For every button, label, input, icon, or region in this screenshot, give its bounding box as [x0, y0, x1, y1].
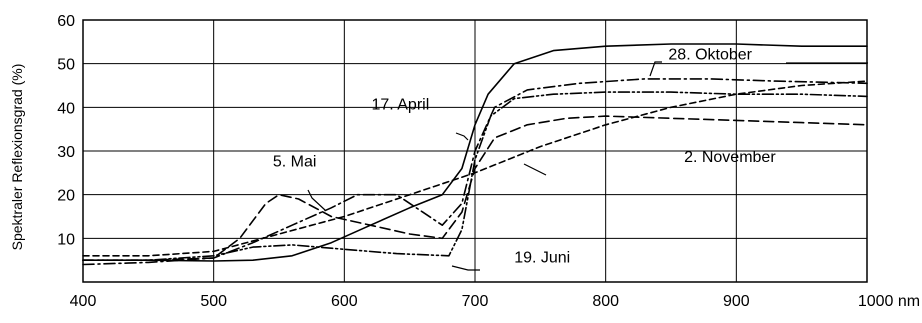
y-axis-label: Spektraler Reflexionsgrad (%) [9, 64, 25, 251]
leader-line [451, 265, 480, 271]
x-tick-label: 900 [723, 293, 750, 310]
x-axis-tick-labels: 400 500 600 700 800 900 1000 nm [70, 293, 920, 310]
leader-line [455, 132, 469, 141]
series-line-2-november [82, 80, 868, 257]
series-line-19-juni [82, 91, 868, 261]
annotation-label: 2. November [684, 149, 776, 166]
x-tick-label: 500 [200, 293, 227, 310]
x-tick-label: 1000 nm [858, 293, 920, 310]
leader-line [307, 189, 326, 211]
y-tick-label: 30 [57, 144, 75, 161]
y-tick-label: 40 [57, 100, 75, 117]
x-tick-label: 800 [592, 293, 619, 310]
series-lines [82, 43, 868, 266]
y-tick-label: 50 [57, 57, 75, 74]
annotation-label: 5. Mai [273, 153, 317, 170]
x-tick-label: 400 [70, 293, 97, 310]
plot-frame [82, 19, 868, 283]
grid [83, 20, 867, 282]
annotation-label: 17. April [371, 97, 429, 114]
y-tick-label: 20 [57, 188, 75, 205]
y-axis-tick-labels: 10 20 30 40 50 60 [57, 13, 75, 248]
annotation-leaders [307, 61, 868, 271]
y-tick-label: 10 [57, 231, 75, 248]
leader-line [649, 61, 662, 77]
series-annotations: 28. Oktober 17. April 2. November 5. Mai 19.… [273, 46, 776, 266]
x-tick-label: 600 [331, 293, 358, 310]
annotation-label: 28. Oktober [668, 46, 752, 63]
y-tick-label: 60 [57, 13, 75, 30]
series-line-17-april [82, 43, 868, 262]
series-line-28-oktober [82, 78, 868, 266]
annotation-label: 19. Juni [514, 249, 570, 266]
leader-line [523, 163, 547, 176]
x-tick-label: 700 [462, 293, 489, 310]
series-line-5-mai [82, 115, 868, 261]
